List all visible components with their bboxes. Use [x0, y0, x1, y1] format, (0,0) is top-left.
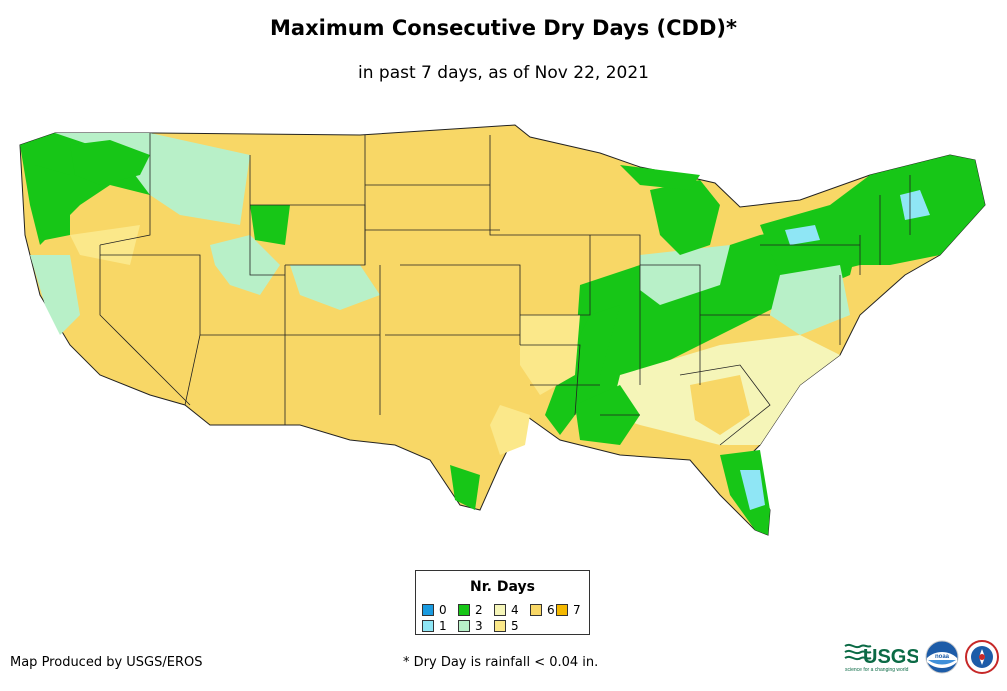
- region-new-england-1day: [900, 190, 930, 220]
- region-tx-east-5day: [490, 405, 530, 455]
- legend-label-4: 4: [511, 603, 519, 617]
- map-subtitle: in past 7 days, as of Nov 22, 2021: [358, 63, 649, 83]
- region-wy-wet: [250, 205, 290, 245]
- legend-item-0: 0: [422, 603, 447, 617]
- legend-item-5: 5: [494, 619, 519, 633]
- legend-label-5: 5: [511, 619, 519, 633]
- region-mid-atlantic-3day: [770, 265, 850, 335]
- usgs-logo-text: USGS: [863, 646, 918, 668]
- us-dry-days-map: [19, 124, 986, 536]
- region-ny-1day: [785, 225, 820, 245]
- region-pnw-3day: [55, 133, 250, 225]
- region-pnw-inner-wet: [70, 140, 150, 185]
- legend-label-1: 1: [439, 619, 447, 633]
- legend-item-3: 3: [458, 619, 483, 633]
- usgs-logo: USGS science for a changing world: [844, 643, 918, 673]
- legend-label-2: 2: [475, 603, 483, 617]
- legend-swatch-1: [422, 620, 434, 632]
- legend-item-7: 7: [556, 603, 581, 617]
- legend-label-6: 6: [547, 603, 555, 617]
- legend-swatch-6: [530, 604, 542, 616]
- legend-swatch-5: [494, 620, 506, 632]
- region-rockies-3day: [210, 235, 280, 295]
- region-mississippi-wet: [545, 305, 620, 435]
- region-ohio-3day: [640, 245, 730, 305]
- usgs-tagline: science for a changing world: [845, 667, 909, 673]
- map-title: Maximum Consecutive Dry Days (CDD)*: [270, 16, 737, 40]
- region-ga-6day: [690, 375, 750, 435]
- legend-item-2: 2: [458, 603, 483, 617]
- legend-swatch-2: [458, 604, 470, 616]
- legend-label-0: 0: [439, 603, 447, 617]
- legend-title: Nr. Days: [470, 579, 535, 595]
- region-florida-1day: [740, 470, 765, 510]
- region-tx-coast-wet: [450, 465, 480, 510]
- nws-logo: [965, 640, 999, 674]
- region-co-3day: [290, 265, 380, 310]
- region-ar-5day: [520, 315, 580, 395]
- noaa-logo: noaa: [925, 640, 959, 674]
- legend-swatch-7: [556, 604, 568, 616]
- legend-swatch-3: [458, 620, 470, 632]
- dry-day-footnote: * Dry Day is rainfall < 0.04 in.: [403, 655, 599, 670]
- state-boundaries: [99, 133, 911, 446]
- noaa-logo-text: noaa: [935, 654, 950, 660]
- legend-swatch-0: [422, 604, 434, 616]
- region-ca-coast-3day: [30, 255, 80, 335]
- legend: Nr. Days 0 1 2 3 4 5 6 7: [415, 570, 590, 635]
- legend-swatch-4: [494, 604, 506, 616]
- legend-item-1: 1: [422, 619, 447, 633]
- region-michigan-wet: [650, 180, 720, 255]
- legend-item-6: 6: [530, 603, 555, 617]
- legend-item-4: 4: [494, 603, 519, 617]
- legend-label-7: 7: [573, 603, 581, 617]
- legend-label-3: 3: [475, 619, 483, 633]
- region-wa-coast-wet: [35, 165, 70, 240]
- region-upper-mi-wet: [620, 165, 700, 190]
- map-credit: Map Produced by USGS/EROS: [10, 655, 203, 670]
